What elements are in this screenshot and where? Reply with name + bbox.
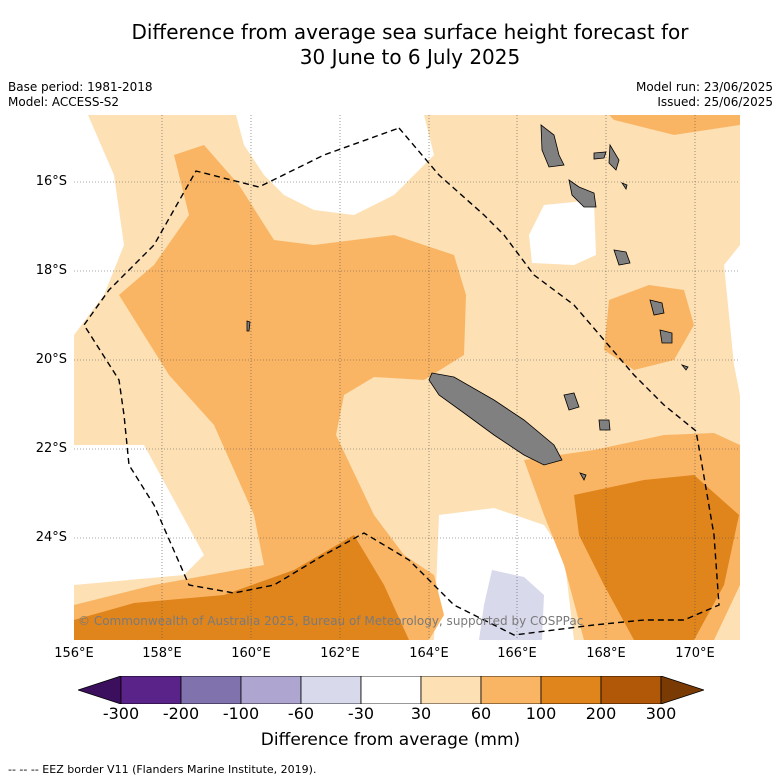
colorbar-tick-label: -100 xyxy=(222,704,260,723)
colorbar-segment xyxy=(360,676,422,704)
lon-label-160e: 160°E xyxy=(231,646,271,661)
island-small-3 xyxy=(620,182,628,190)
lat-label-20s: 20°S xyxy=(35,352,67,367)
meta-left: Base period: 1981-2018 Model: ACCESS-S2 xyxy=(8,80,153,110)
lon-label-158e: 158°E xyxy=(142,646,182,661)
lat-label-18s: 18°S xyxy=(35,263,67,278)
island-chesterfield xyxy=(246,320,251,332)
land-masses xyxy=(246,124,689,481)
band-100-200-south xyxy=(74,535,409,640)
lat-label-16s: 16°S xyxy=(35,174,67,189)
colorbar-tick-label: 200 xyxy=(585,704,617,723)
colorbar-segment xyxy=(600,676,662,704)
band-60-100-loyalty xyxy=(604,285,694,370)
colorbar-tick-label: 60 xyxy=(470,704,492,723)
colorbar-arrow-right xyxy=(660,676,704,704)
island-small-4 xyxy=(680,364,689,371)
island-espiritu-santo xyxy=(540,124,565,168)
map-svg xyxy=(74,115,740,640)
base-period: Base period: 1981-2018 xyxy=(8,80,153,94)
map-area xyxy=(74,115,740,640)
eez-footnote: -- -- -- EEZ border V11 (Flanders Marine… xyxy=(8,763,317,776)
copyright-text: © Commonwealth of Australia 2025, Bureau… xyxy=(78,614,584,628)
colorbar xyxy=(78,676,704,704)
lon-label-162e: 162°E xyxy=(320,646,360,661)
new-caledonia xyxy=(428,372,563,466)
colorbar-arrow-left xyxy=(78,676,122,704)
colorbar-segment xyxy=(240,676,302,704)
title-line-2: 30 June to 6 July 2025 xyxy=(299,45,521,69)
island-small-1 xyxy=(593,151,607,160)
map-title: Difference from average sea surface heig… xyxy=(40,20,780,70)
colorbar-tick-label: -60 xyxy=(287,704,315,723)
white-region-nw xyxy=(74,115,124,335)
colorbar-segment xyxy=(540,676,602,704)
gridlines xyxy=(74,115,740,640)
island-isle-of-pines xyxy=(579,472,587,481)
island-ouvea xyxy=(563,392,580,411)
lon-label-168e: 168°E xyxy=(586,646,626,661)
colorbar-tick-label: 30 xyxy=(410,704,432,723)
band-60-100-west xyxy=(74,145,466,640)
band-neg-30-60 xyxy=(479,570,544,640)
white-region-sw xyxy=(74,445,204,585)
island-malekula xyxy=(608,143,620,171)
white-region-east xyxy=(724,245,740,395)
colorbar-segment xyxy=(420,676,482,704)
issued-date: Issued: 25/06/2025 xyxy=(657,95,773,109)
lon-label-164e: 164°E xyxy=(409,646,449,661)
colorbar-tick-label: -200 xyxy=(162,704,200,723)
lat-label-22s: 22°S xyxy=(35,441,67,456)
colorbar-segment xyxy=(120,676,182,704)
lon-label-166e: 166°E xyxy=(497,646,537,661)
title-line-1: Difference from average sea surface heig… xyxy=(131,20,689,44)
island-lifou xyxy=(659,329,673,344)
colorbar-tick-label: -30 xyxy=(347,704,375,723)
island-efate xyxy=(568,179,597,208)
model-name: Model: ACCESS-S2 xyxy=(8,95,120,109)
model-run: Model run: 23/06/2025 xyxy=(635,80,773,94)
white-region-north xyxy=(236,115,434,215)
band-100-200-se xyxy=(574,475,739,640)
band-60-100-ne xyxy=(609,115,740,135)
white-region-small xyxy=(529,200,596,265)
lon-label-170e: 170°E xyxy=(675,646,715,661)
lon-label-156e: 156°E xyxy=(54,646,94,661)
island-mare xyxy=(649,299,665,316)
colorbar-tick-label: 100 xyxy=(525,704,557,723)
colorbar-segment xyxy=(180,676,242,704)
colorbar-tick-label: -300 xyxy=(102,704,140,723)
colorbar-segments xyxy=(78,676,704,704)
island-small-2 xyxy=(598,419,611,431)
eez-border xyxy=(83,127,720,636)
colorbar-segment xyxy=(300,676,362,704)
colorbar-tick-label: 300 xyxy=(645,704,677,723)
colorbar-label: Difference from average (mm) xyxy=(260,730,521,750)
colorbar-segment xyxy=(480,676,542,704)
lat-label-24s: 24°S xyxy=(35,530,67,545)
island-tanna xyxy=(613,249,631,266)
meta-right: Model run: 23/06/2025 Issued: 25/06/2025 xyxy=(636,80,773,110)
